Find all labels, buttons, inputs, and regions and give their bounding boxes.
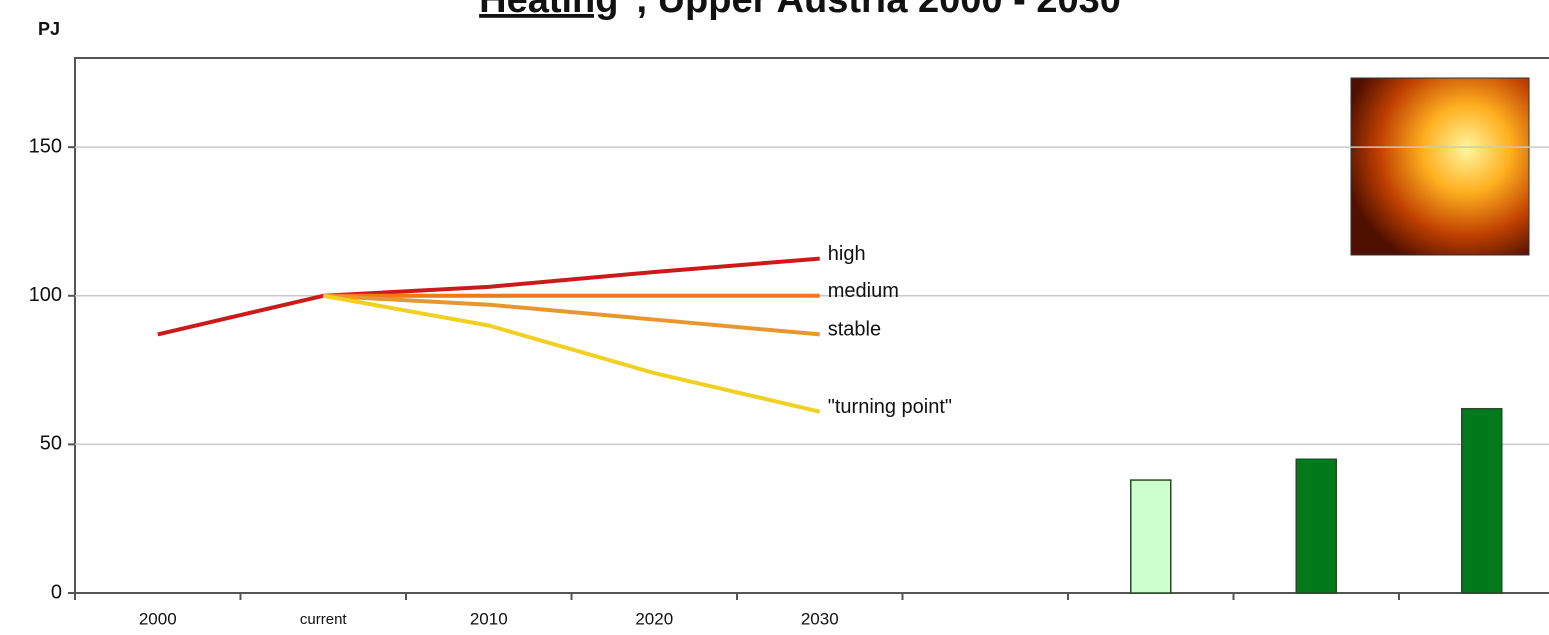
series-label: "turning point": [828, 396, 952, 418]
x-tick-label: current: [300, 611, 348, 628]
title-underlined: Heating: [479, 0, 618, 21]
x-tick-label: 2010: [470, 609, 508, 628]
series-line: [323, 293, 820, 337]
y-tick-label: 150: [29, 135, 62, 157]
series-label: high: [828, 243, 866, 265]
chart-title: Heating", Upper Austria 2000 - 2030: [479, 0, 1121, 21]
bar: [1130, 479, 1172, 594]
bar: [1295, 458, 1337, 594]
series-line: [157, 256, 820, 337]
series-label: stable: [828, 319, 881, 341]
series-line: [322, 293, 821, 414]
x-tick-label: 2000: [139, 609, 177, 628]
y-tick-label: 100: [29, 284, 62, 306]
bar: [1461, 407, 1503, 594]
y-tick-label: 0: [51, 581, 62, 603]
series-label: medium: [828, 280, 899, 302]
y-axis-label: PJ: [38, 19, 60, 39]
plot-frame: [74, 57, 1549, 594]
x-tick-label: 2020: [635, 609, 673, 628]
x-tick-label: 2030: [801, 609, 839, 628]
title-rest: ", Upper Austria 2000 - 2030: [618, 0, 1120, 21]
y-tick-label: 50: [40, 433, 62, 455]
fire-image: [1350, 77, 1530, 256]
